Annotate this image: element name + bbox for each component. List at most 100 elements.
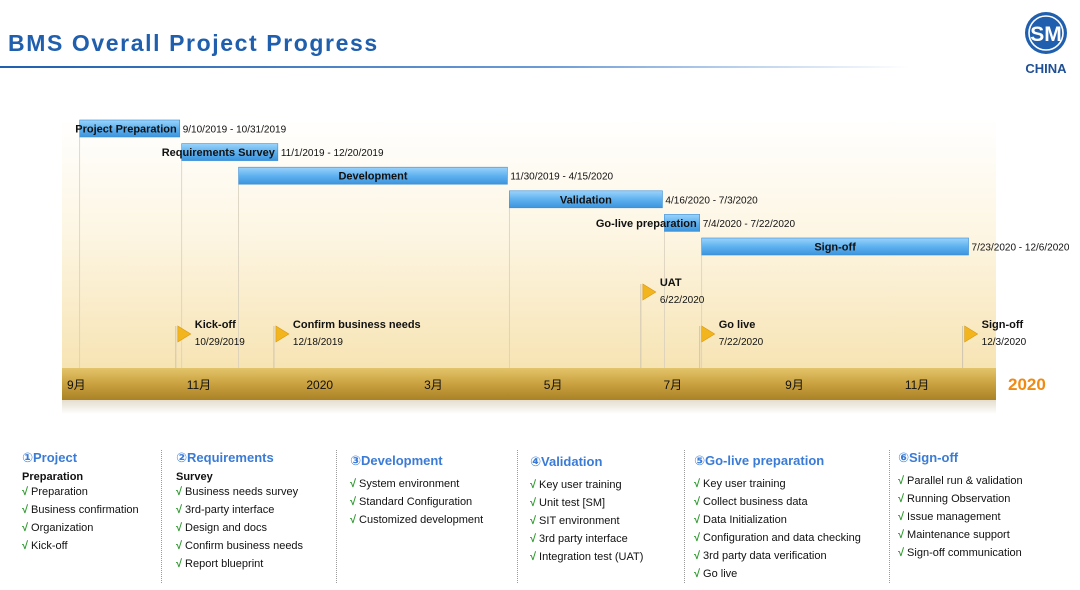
check-icon: √: [530, 533, 537, 545]
page-title: BMS Overall Project Progress: [8, 30, 379, 56]
phase-title: ①Project: [22, 450, 78, 465]
check-icon: √: [176, 522, 183, 534]
task-dates: 7/23/2020 - 12/6/2020: [972, 243, 1070, 254]
axis-tick-label: 7月: [664, 378, 683, 392]
phase-column: ②Requirements Survey √ Business needs surve…: [176, 450, 303, 573]
phase-task-label: Customized development: [359, 514, 484, 526]
task-bar: [701, 237, 969, 256]
phase-task-item: √ Issue management: [898, 508, 1023, 526]
phase-task-item: √ Kick-off: [22, 537, 139, 555]
check-icon: √: [22, 486, 29, 498]
task-dates: 4/16/2020 - 7/3/2020: [665, 195, 758, 206]
phase-task-label: Business needs survey: [185, 486, 299, 498]
axis-tick-label: 11月: [187, 378, 211, 392]
check-icon: √: [898, 475, 905, 487]
milestone-date: 12/18/2019: [293, 337, 343, 348]
phase-task-label: Design and docs: [185, 522, 267, 534]
phase-task-item: √ Integration test (UAT): [530, 548, 643, 566]
phase-task-label: SIT environment: [539, 515, 620, 527]
phase-title: ⑤Go-live preparation: [694, 453, 825, 468]
phase-task-item: √ Go live: [694, 565, 861, 583]
phase-task-label: 3rd party interface: [539, 533, 628, 545]
check-icon: √: [898, 511, 905, 523]
task-name: Project Preparation: [75, 124, 177, 136]
phase-task-label: 3rd-party interface: [185, 504, 275, 516]
phase-task-item: √ Sign-off communication: [898, 544, 1023, 562]
phase-task-label: Kick-off: [31, 540, 68, 552]
phase-task-label: Integration test (UAT): [539, 551, 644, 563]
phase-column: ④Validation √ Key user training √ Unit test …: [530, 454, 643, 566]
check-icon: √: [694, 478, 701, 490]
phase-task-item: √ Standard Configuration: [350, 493, 483, 511]
phase-task-label: Parallel run & validation: [907, 475, 1023, 487]
task-bar: [238, 166, 508, 185]
phase-task-label: Maintenance support: [907, 529, 1010, 541]
axis-tick-label: 2020: [306, 378, 333, 392]
check-icon: √: [898, 547, 905, 559]
check-icon: √: [176, 540, 183, 552]
phase-task-item: √ Maintenance support: [898, 526, 1023, 544]
phase-task-label: Sign-off communication: [907, 547, 1022, 559]
task-name: Sign-off: [814, 242, 856, 254]
phase-column: ③Development √ System environment √ Standard…: [350, 453, 483, 529]
task-bar: [181, 143, 279, 161]
phase-task-item: √ Key user training: [530, 476, 643, 494]
phase-task-label: Configuration and data checking: [703, 532, 861, 544]
phase-title: ③Development: [350, 453, 443, 468]
milestone-flag-icon: [177, 325, 192, 343]
logo-text: CHINA: [1025, 61, 1067, 76]
phase-task-label: Organization: [31, 522, 94, 534]
phase-task-item: √ Business confirmation: [22, 501, 139, 519]
phase-task-label: Key user training: [539, 479, 622, 491]
phase-task-label: Data Initialization: [703, 514, 787, 526]
phase-task-item: √ Design and docs: [176, 519, 303, 537]
axis-tick-label: 5月: [544, 378, 563, 392]
column-divider: [684, 450, 685, 583]
column-divider: [889, 450, 890, 583]
task-name: Go-live preparation: [596, 218, 697, 230]
check-icon: √: [22, 540, 29, 552]
milestone-flag-icon: [275, 325, 290, 343]
phase-task-item: √ 3rd party data verification: [694, 547, 861, 565]
phase-title: ④Validation: [530, 454, 603, 469]
task-bar: [509, 190, 663, 209]
phase-task-label: Collect business data: [703, 496, 808, 508]
phase-task-label: System environment: [359, 478, 460, 490]
milestone-name: Sign-off: [982, 319, 1024, 331]
axis-tick-label: 3月: [424, 378, 443, 392]
phase-task-item: √ 3rd-party interface: [176, 501, 303, 519]
task-bar: [664, 214, 701, 232]
milestone-flag-icon: [642, 283, 657, 301]
milestone-date: 12/3/2020: [982, 337, 1027, 348]
milestone-date: 6/22/2020: [660, 295, 705, 306]
milestone-name: Confirm business needs: [293, 319, 421, 331]
phase-task-item: √ 3rd party interface: [530, 530, 643, 548]
phase-task-item: √ Report blueprint: [176, 555, 303, 573]
axis-tick-label: 9月: [67, 378, 86, 392]
check-icon: √: [530, 551, 537, 563]
year-label: 2020: [1008, 375, 1046, 394]
phase-task-item: √ Configuration and data checking: [694, 529, 861, 547]
phase-task-label: Confirm business needs: [185, 540, 304, 552]
phase-task-item: √ System environment: [350, 475, 483, 493]
axis-tick-label: 9月: [785, 378, 804, 392]
phase-task-item: √ Parallel run & validation: [898, 472, 1023, 490]
phase-task-item: √ Unit test [SM]: [530, 494, 643, 512]
phase-task-label: Preparation: [31, 486, 88, 498]
phase-task-label: Unit test [SM]: [539, 497, 606, 509]
phase-task-label: Key user training: [703, 478, 786, 490]
check-icon: √: [898, 493, 905, 505]
phase-task-label: Running Observation: [907, 493, 1011, 505]
check-icon: √: [176, 486, 183, 498]
check-icon: √: [22, 522, 29, 534]
sm-china-logo: SM CHINA: [1018, 10, 1074, 78]
phase-task-label: Business confirmation: [31, 504, 139, 516]
phase-column: ①Project Preparation √ Preparation √ Business…: [22, 450, 139, 555]
phase-task-item: √ Preparation: [22, 483, 139, 501]
phase-task-label: Issue management: [907, 511, 1001, 523]
check-icon: √: [350, 514, 357, 526]
milestone-date: 10/29/2019: [195, 337, 245, 348]
phase-task-item: √ Collect business data: [694, 493, 861, 511]
phase-task-item: √ Organization: [22, 519, 139, 537]
